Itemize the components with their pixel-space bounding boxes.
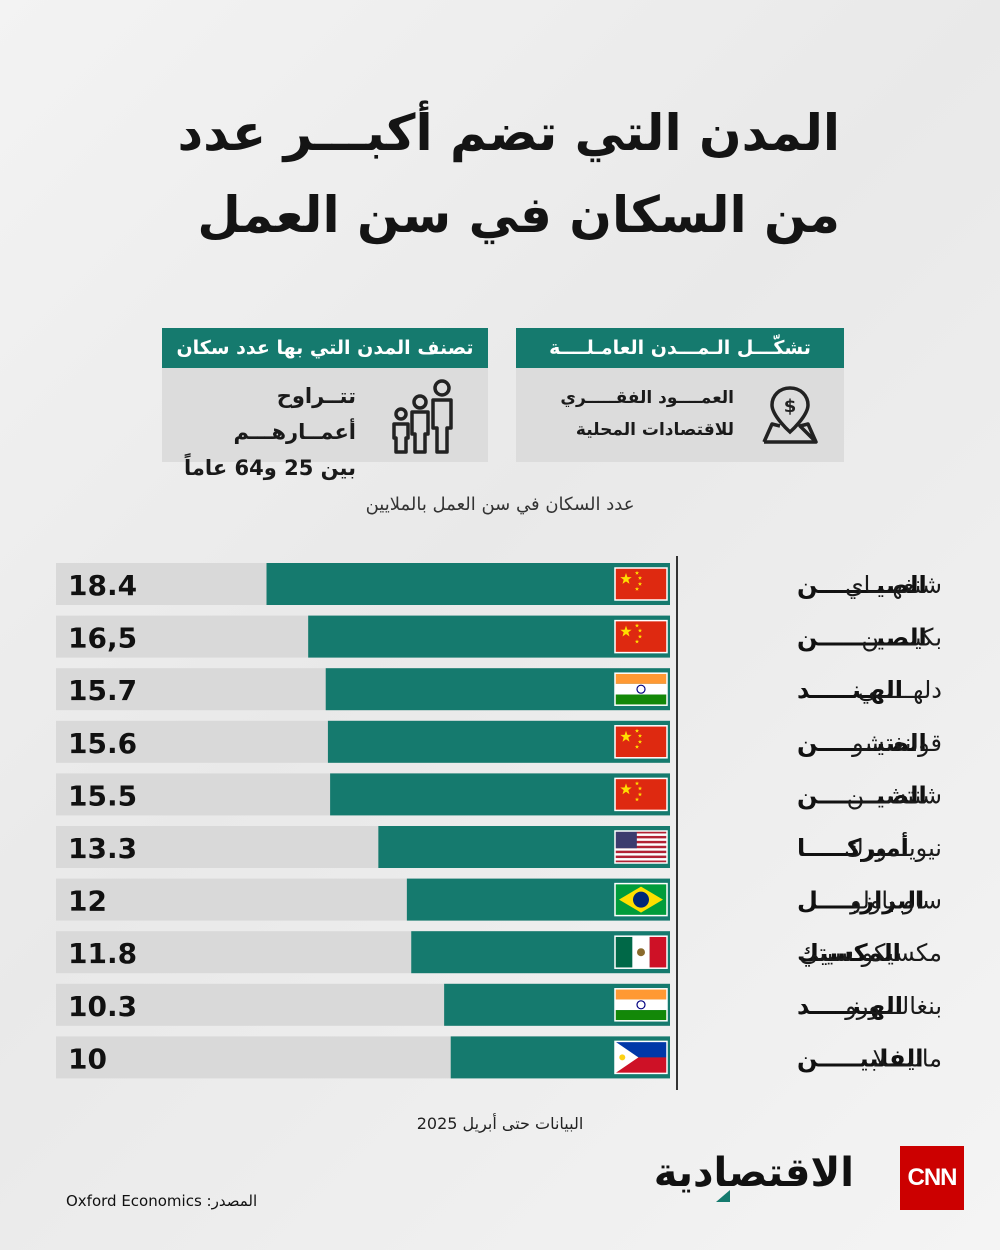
country-label: الهـنـــــد [797,676,903,704]
value-label: 10 [68,1042,107,1075]
bar [266,563,670,605]
value-label: 13.3 [68,832,137,865]
bar [330,773,670,816]
country-label: الفلبيـــــن [797,1044,924,1072]
bar [308,615,670,658]
country-label: أميركـــــا [797,832,909,862]
chart-title: عدد السكان في سن العمل بالملايين [365,494,635,515]
source-label: المصدر: [206,1192,258,1210]
city-label: شنغهـــاي [845,571,942,599]
city-label: ساو باولو [849,887,942,915]
info-box-line: للاقتصادات المحلية [575,420,734,440]
info-box-line: تتــراوح أعمــارهـــم [233,384,356,444]
city-label: نيويـــورك [844,834,942,862]
value-label: 11.8 [68,937,137,970]
city-label: شنتشـــن [847,781,942,809]
info-box-line: بين 25 و64 عاماً [184,456,356,480]
info-box-working-cities: تشكّـــل الـمـــدن العامـلــــة العمــــ… [516,328,844,462]
data-date-note: البيانات حتى أبريل 2025 [416,1114,584,1133]
india-flag-icon [614,988,668,1022]
bar [325,668,670,711]
info-box-body: العمــــود الفقـــــري للاقتصادات المحلي… [516,368,844,462]
city-label: بنغالـــورو [844,992,942,1020]
value-label: 15.6 [68,727,137,760]
country-label: المكسيك [797,939,901,967]
china-flag-icon [614,777,668,812]
brand-name: الاقتصادية [653,1150,854,1196]
country-label: الصيـــــــن [797,729,927,757]
value-label: 18.4 [68,569,137,602]
philippines-flag-icon [614,1040,668,1075]
india-flag-icon [614,672,668,706]
city-label: بكيـــــن [861,624,942,652]
usa-flag-icon [614,830,668,864]
brand-logo: الاقتصادية CNN [654,1146,964,1210]
city-label: قوانغتشو [851,729,942,757]
mexico-flag-icon [614,935,668,969]
value-label: 16,5 [68,622,137,655]
city-label: دلهـــــي [858,676,942,704]
info-box-line: العمــــود الفقـــــري [560,388,734,408]
page-title-line-2: من السكان في سن العمل [197,186,840,244]
info-box-text: العمــــود الفقـــــري للاقتصادات المحلي… [560,382,734,446]
page-title-line-1: المدن التي تضم أكبـــر عدد [177,104,840,162]
map-pin-dollar-icon: $ [762,386,818,444]
source-credit: Oxford Economics المصدر: [66,1192,257,1210]
value-label: 15.7 [68,674,137,707]
value-label: 12 [68,885,107,918]
info-box-heading: تصنف المدن التي بها عدد سكان [162,328,488,368]
china-flag-icon [614,619,668,654]
city-label: مانيـــلا [872,1044,942,1072]
svg-text:$: $ [784,396,797,417]
brand-triangle-icon [716,1190,730,1202]
info-box-body: تتــراوح أعمــارهـــم بين 25 و64 عاماً [162,368,488,480]
value-label: 15.5 [68,779,137,812]
brazil-flag-icon [614,882,668,917]
china-flag-icon [614,725,668,759]
info-box-text: تتــراوح أعمــارهـــم بين 25 و64 عاماً [162,378,356,486]
value-label: 10.3 [68,990,137,1023]
source-name: Oxford Economics [66,1192,202,1210]
family-icon [392,379,453,454]
country-label: الصيـــــــن [797,624,927,652]
cnn-logo: CNN [900,1146,964,1210]
info-box-heading: تشكّـــل الـمـــدن العامـلــــة [516,328,844,368]
country-label: الصيـــــــن [797,571,927,599]
country-label: البرازيــــل [797,887,924,915]
city-label: مكسيكو سيتي [799,939,942,967]
country-label: الصيـــــــن [797,781,927,809]
info-box-age-range: تصنف المدن التي بها عدد سكان تتــراوح أع… [162,328,488,480]
country-label: الهـنـــــد [797,992,903,1020]
china-flag-icon [614,567,668,601]
bar [327,720,670,763]
